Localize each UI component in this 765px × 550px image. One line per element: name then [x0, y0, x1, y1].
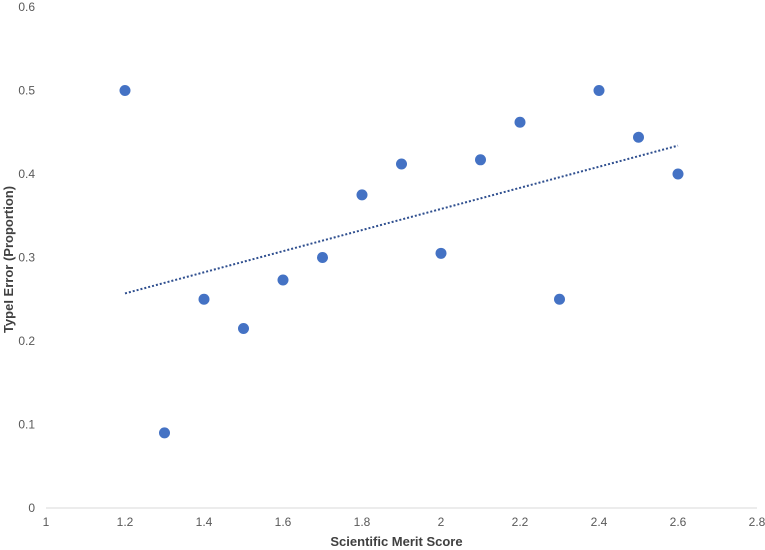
data-point [593, 85, 605, 96]
y-tick-label: 0.3 [18, 251, 35, 265]
x-tick-label: 2 [438, 515, 445, 529]
data-point [514, 116, 526, 128]
data-point [672, 168, 684, 180]
data-point [435, 247, 447, 259]
x-tick-label: 2.8 [749, 515, 765, 529]
data-point [198, 293, 210, 305]
data-point [119, 85, 131, 96]
x-tick-label: 2.4 [591, 515, 608, 529]
y-tick-labels: 0 0.1 0.2 0.3 0.4 0.5 0.6 [18, 0, 35, 515]
data-point [396, 158, 407, 170]
y-tick-label: 0.2 [18, 334, 35, 348]
y-axis-title: TypeI Error (Proportion) [1, 186, 16, 333]
x-tick-label: 1.6 [275, 515, 292, 529]
data-point [356, 189, 368, 201]
x-tick-label: 1 [43, 515, 50, 529]
x-axis-title: Scientific Merit Score [330, 534, 462, 549]
data-point [633, 131, 644, 143]
x-tick-label: 1.8 [354, 515, 371, 529]
y-tick-label: 0.4 [18, 167, 35, 181]
data-point [317, 252, 328, 263]
x-tick-label: 1.2 [117, 515, 134, 529]
y-tick-label: 0.1 [18, 418, 35, 432]
data-points [119, 85, 684, 439]
y-tick-label: 0.6 [18, 0, 35, 14]
x-tick-labels: 1 1.2 1.4 1.6 1.8 2 2.2 2.4 2.6 2.8 [43, 515, 765, 529]
x-tick-label: 2.6 [670, 515, 687, 529]
data-point [554, 293, 565, 305]
x-tick-label: 1.4 [196, 515, 213, 529]
data-point [277, 274, 289, 286]
data-point [238, 322, 249, 334]
y-tick-label: 0.5 [18, 84, 35, 98]
data-point [475, 154, 486, 166]
data-point [159, 427, 170, 439]
trendline [124, 144, 679, 295]
x-tick-label: 2.2 [512, 515, 529, 529]
y-tick-label: 0 [28, 501, 35, 515]
